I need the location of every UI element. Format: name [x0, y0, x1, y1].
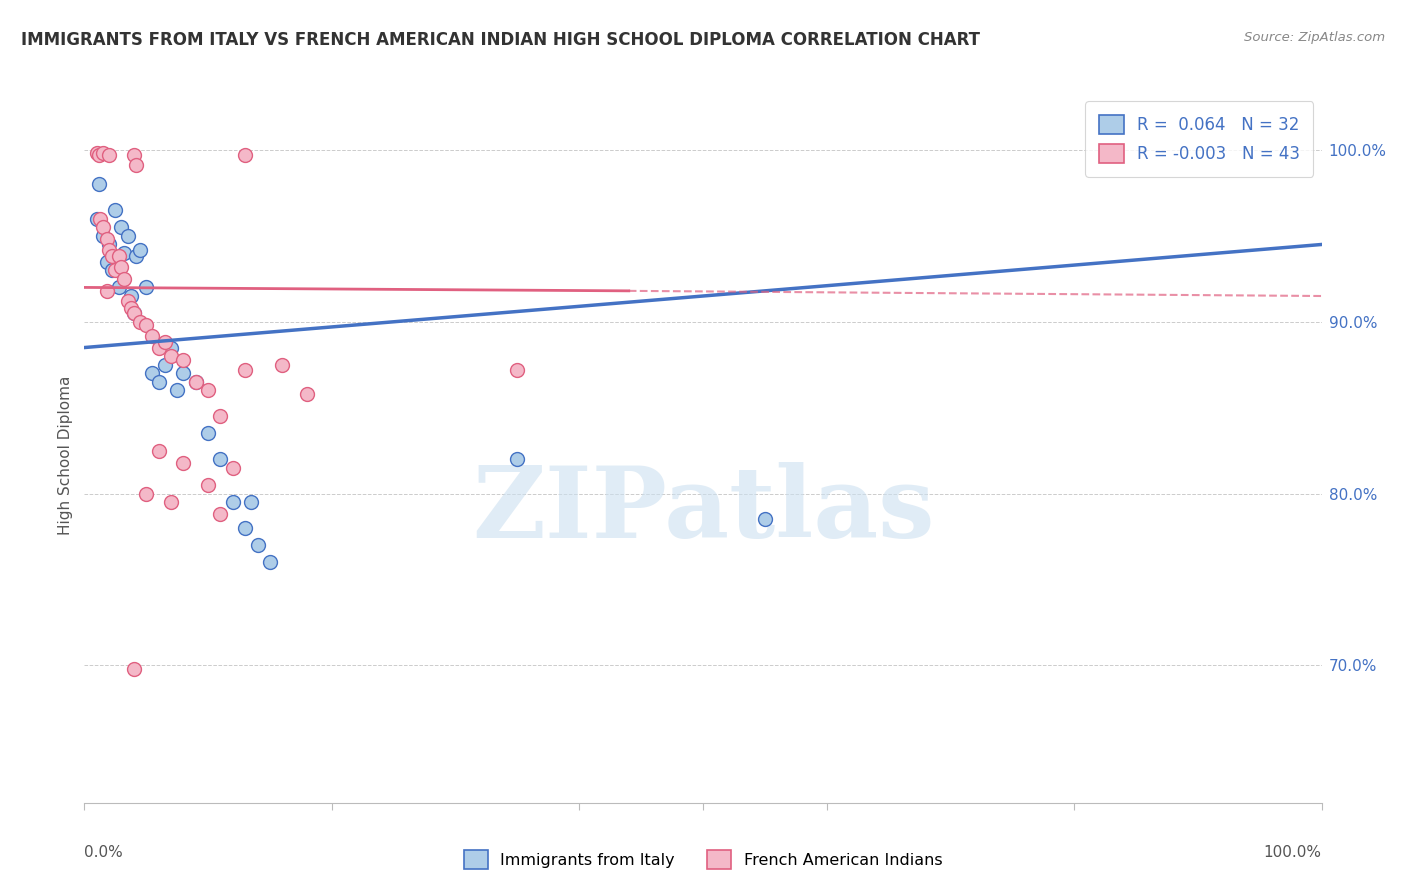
- Point: [141, 328, 163, 343]
- Point: [222, 460, 245, 475]
- Point: [117, 294, 139, 309]
- Point: [104, 203, 127, 218]
- Point: [166, 384, 188, 398]
- Y-axis label: High School Diploma: High School Diploma: [58, 376, 73, 534]
- Point: [129, 315, 152, 329]
- Point: [153, 358, 176, 372]
- Point: [141, 367, 163, 381]
- Point: [98, 243, 121, 257]
- Point: [129, 243, 152, 257]
- Point: [110, 220, 132, 235]
- Point: [259, 555, 281, 569]
- Point: [86, 146, 108, 161]
- Point: [122, 306, 145, 320]
- Point: [172, 367, 194, 381]
- Point: [100, 263, 122, 277]
- Point: [506, 452, 529, 467]
- Text: 0.0%: 0.0%: [84, 845, 124, 860]
- Point: [98, 148, 121, 162]
- Point: [197, 426, 219, 441]
- Point: [233, 363, 256, 377]
- Point: [233, 148, 256, 162]
- Point: [86, 211, 108, 226]
- Point: [246, 538, 269, 552]
- Point: [98, 237, 121, 252]
- Point: [222, 495, 245, 509]
- Point: [240, 495, 263, 509]
- Point: [160, 341, 183, 355]
- Point: [135, 486, 157, 500]
- Point: [125, 158, 148, 172]
- Point: [112, 246, 135, 260]
- Point: [135, 318, 157, 333]
- Point: [160, 349, 183, 363]
- Point: [122, 148, 145, 162]
- Point: [197, 478, 219, 492]
- Point: [295, 387, 318, 401]
- Point: [184, 375, 207, 389]
- Point: [197, 384, 219, 398]
- Point: [754, 512, 776, 526]
- Point: [96, 232, 118, 246]
- Point: [110, 260, 132, 274]
- Point: [148, 341, 170, 355]
- Point: [271, 358, 294, 372]
- Point: [104, 263, 127, 277]
- Point: [89, 178, 111, 192]
- Point: [125, 250, 148, 264]
- Point: [148, 375, 170, 389]
- Point: [91, 228, 114, 243]
- Point: [172, 352, 194, 367]
- Point: [89, 148, 111, 162]
- Point: [122, 306, 145, 320]
- Point: [160, 495, 183, 509]
- Point: [209, 507, 232, 521]
- Legend: R =  0.064   N = 32, R = -0.003   N = 43: R = 0.064 N = 32, R = -0.003 N = 43: [1085, 102, 1313, 177]
- Point: [96, 254, 118, 268]
- Point: [209, 452, 232, 467]
- Text: 100.0%: 100.0%: [1264, 845, 1322, 860]
- Point: [91, 146, 114, 161]
- Point: [112, 272, 135, 286]
- Point: [89, 211, 111, 226]
- Text: ZIPatlas: ZIPatlas: [472, 462, 934, 559]
- Point: [120, 301, 142, 315]
- Point: [506, 363, 529, 377]
- Point: [153, 335, 176, 350]
- Point: [233, 521, 256, 535]
- Text: Source: ZipAtlas.com: Source: ZipAtlas.com: [1244, 31, 1385, 45]
- Text: IMMIGRANTS FROM ITALY VS FRENCH AMERICAN INDIAN HIGH SCHOOL DIPLOMA CORRELATION : IMMIGRANTS FROM ITALY VS FRENCH AMERICAN…: [21, 31, 980, 49]
- Point: [91, 220, 114, 235]
- Point: [135, 280, 157, 294]
- Point: [122, 662, 145, 676]
- Point: [108, 280, 131, 294]
- Point: [100, 250, 122, 264]
- Point: [209, 409, 232, 424]
- Point: [172, 456, 194, 470]
- Point: [96, 284, 118, 298]
- Point: [184, 375, 207, 389]
- Point: [148, 443, 170, 458]
- Point: [117, 228, 139, 243]
- Legend: Immigrants from Italy, French American Indians: Immigrants from Italy, French American I…: [457, 844, 949, 875]
- Point: [120, 289, 142, 303]
- Point: [108, 250, 131, 264]
